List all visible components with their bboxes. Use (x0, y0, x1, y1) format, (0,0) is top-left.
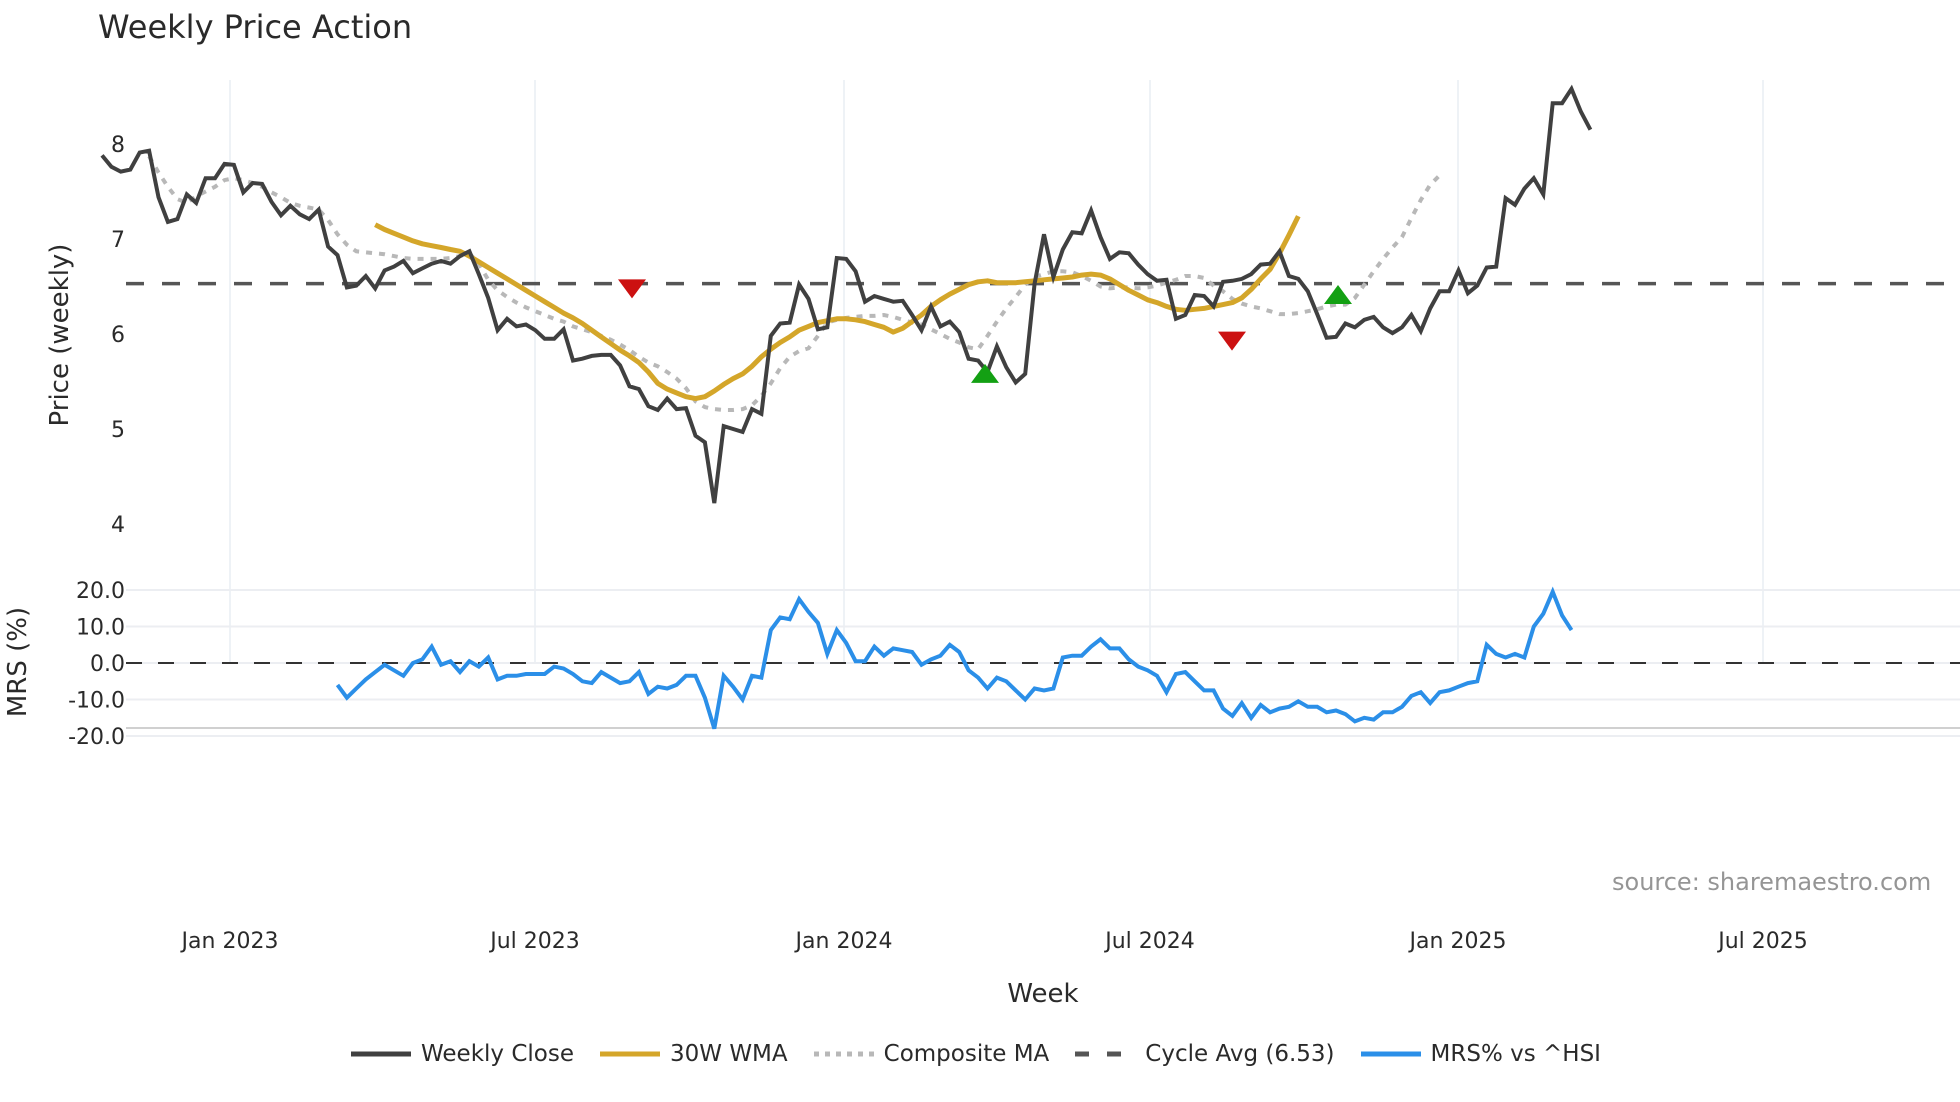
mrs-y-tick: 0.0 (90, 652, 125, 677)
mrs-series (335, 586, 1574, 730)
legend-item[interactable]: Composite MA (813, 1041, 1050, 1067)
signal-markers (618, 279, 1352, 383)
price-y-tick: 6 (111, 323, 125, 348)
buy-signal-marker (1324, 285, 1352, 305)
sell-signal-marker (1218, 331, 1246, 351)
legend-item[interactable]: MRS% vs ^HSI (1360, 1041, 1601, 1067)
weekly-close-line (100, 84, 1593, 504)
legend-swatch (351, 1051, 412, 1057)
price-series (100, 84, 1593, 504)
x-tick-label: Jan 2024 (794, 929, 893, 954)
price-y-axis-label: Price (weekly) (45, 244, 75, 427)
vertical-gridlines (229, 80, 1764, 662)
wma-30w-line (374, 215, 1301, 402)
mrs-y-tick: 20.0 (76, 579, 125, 604)
legend-label: Composite MA (883, 1041, 1050, 1067)
x-tick-label: Jan 2023 (180, 929, 279, 954)
x-tick-label: Jan 2025 (1408, 929, 1507, 954)
legend-swatch (813, 1051, 874, 1057)
mrs-y-axis-ticks: -20.0 -10.0 0.0 10.0 20.0 (68, 579, 125, 750)
x-tick-label: Jul 2025 (1716, 929, 1808, 954)
price-y-tick: 4 (111, 513, 125, 538)
x-axis-label: Week (1007, 979, 1078, 1009)
legend-label: Weekly Close (421, 1041, 574, 1067)
chart-title: Weekly Price Action (98, 8, 413, 46)
price-y-tick: 7 (111, 228, 125, 253)
legend-swatch (1360, 1051, 1421, 1057)
sell-signal-marker (618, 279, 646, 299)
legend-item[interactable]: Cycle Avg (6.53) (1075, 1041, 1335, 1067)
price-y-tick: 8 (111, 133, 125, 158)
mrs-line (335, 586, 1574, 730)
legend-item[interactable]: Weekly Close (351, 1041, 574, 1067)
price-y-axis-ticks: 4 5 6 7 8 (111, 133, 125, 538)
buy-signal-marker (971, 363, 999, 383)
mrs-y-tick: -10.0 (68, 689, 125, 714)
legend-label: 30W WMA (670, 1041, 788, 1067)
mrs-y-tick: -20.0 (68, 725, 125, 750)
price-y-tick: 5 (111, 418, 125, 443)
composite-ma-line (147, 155, 1442, 412)
x-axis-ticks: Jan 2023 Jul 2023 Jan 2024 Jul 2024 Jan 2025… (180, 929, 1808, 954)
legend-label: Cycle Avg (6.53) (1145, 1041, 1335, 1067)
legend-label: MRS% vs ^HSI (1430, 1041, 1601, 1067)
x-tick-label: Jul 2023 (488, 929, 580, 954)
mrs-y-axis-label: MRS (%) (3, 607, 33, 717)
x-tick-label: Jul 2024 (1103, 929, 1195, 954)
legend: Weekly Close 30W WMA Composite MA Cycle Avg… (0, 1036, 1960, 1072)
legend-item[interactable]: 30W WMA (600, 1041, 788, 1067)
mrs-y-tick: 10.0 (76, 616, 125, 641)
mrs-gridlines (126, 589, 1960, 737)
source-watermark: source: sharemaestro.com (1612, 868, 1932, 896)
legend-swatch (1075, 1051, 1136, 1057)
legend-swatch (600, 1051, 660, 1057)
